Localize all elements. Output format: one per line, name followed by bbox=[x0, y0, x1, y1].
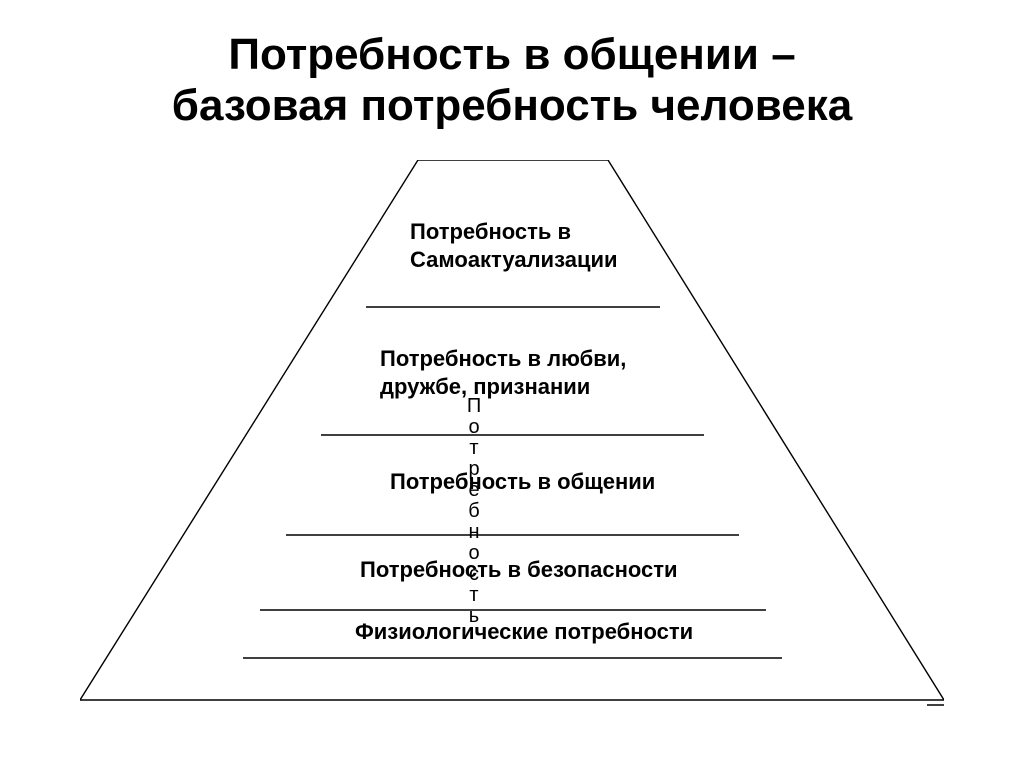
level-5-physiological: Физиологические потребности bbox=[355, 618, 693, 646]
title-line-2: базовая потребность человека bbox=[172, 81, 852, 130]
level-label-text: дружбе, признании bbox=[380, 374, 590, 399]
level-label-text: Потребность в любви, bbox=[380, 346, 626, 371]
page-title: Потребность в общении – базовая потребно… bbox=[0, 30, 1024, 131]
vertical-overlay-label: Потребность bbox=[464, 396, 484, 627]
level-label-text: Потребность в bbox=[410, 219, 571, 244]
level-label-text: Потребность в общении bbox=[390, 469, 655, 494]
level-4-safety: Потребность в безопасности bbox=[360, 556, 678, 584]
level-3-communication: Потребность в общении bbox=[390, 468, 655, 496]
level-label-text: Потребность в безопасности bbox=[360, 557, 678, 582]
level-label-text: Физиологические потребности bbox=[355, 619, 693, 644]
level-label-text: Самоактуализации bbox=[410, 247, 618, 272]
level-1-self-actualization: Потребность в Самоактуализации bbox=[410, 218, 618, 273]
level-2-love-friendship: Потребность в любви, дружбе, признании bbox=[380, 345, 626, 400]
pyramid-diagram: Потребность в Самоактуализации Потребнос… bbox=[80, 160, 944, 720]
title-line-1: Потребность в общении – bbox=[228, 30, 795, 79]
